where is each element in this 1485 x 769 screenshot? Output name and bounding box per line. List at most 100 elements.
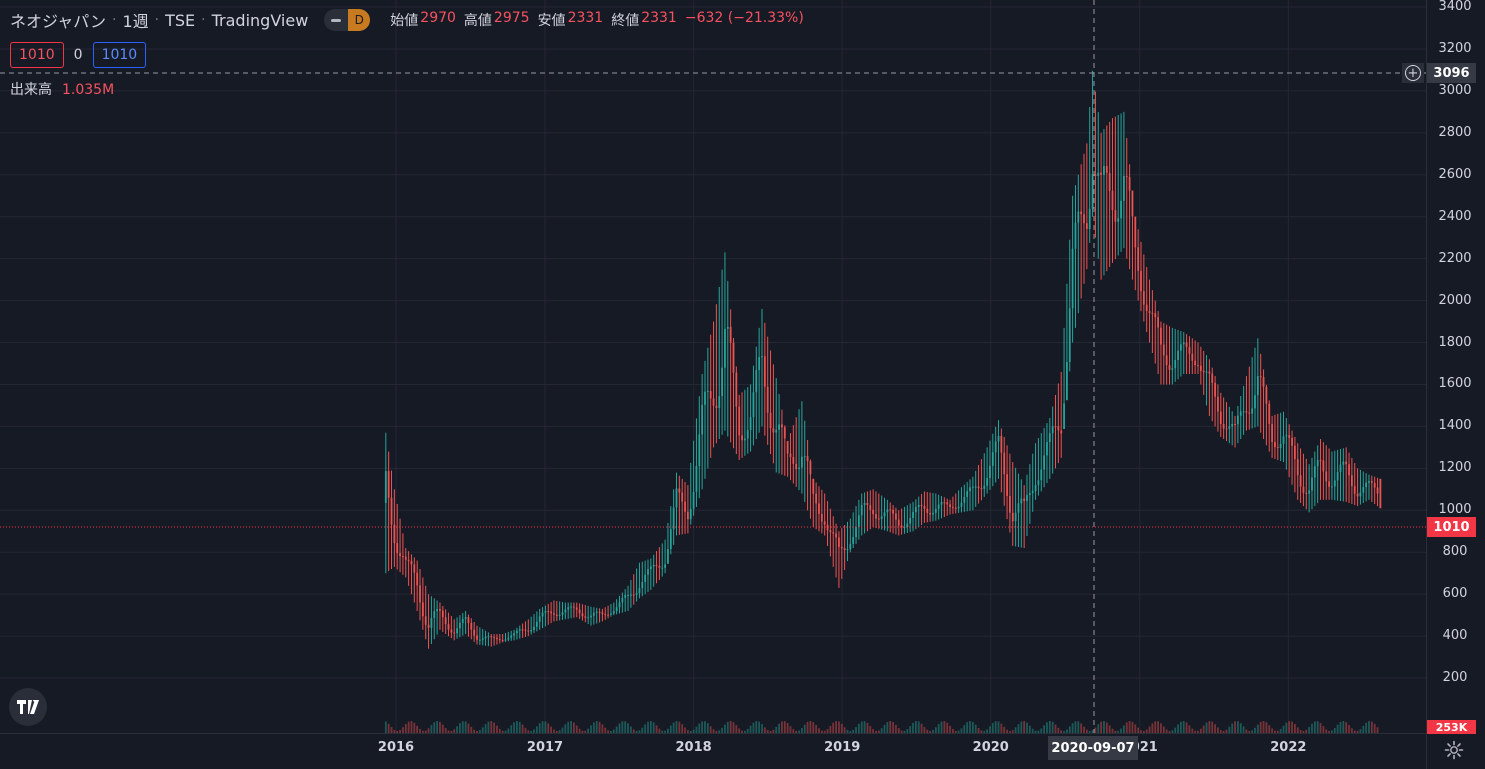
- symbol-name[interactable]: ネオジャパン: [10, 12, 107, 31]
- candle-body: [1103, 166, 1105, 175]
- volume-bar: [1179, 721, 1182, 733]
- candle-body: [610, 613, 612, 615]
- interval-label[interactable]: 1週: [122, 12, 149, 31]
- tradingview-logo-icon[interactable]: [9, 688, 47, 726]
- candle-body: [895, 513, 897, 520]
- volume-legend[interactable]: 出来高 1.035M: [10, 79, 114, 99]
- volume-bar: [1202, 725, 1205, 733]
- volume-bar: [726, 721, 729, 733]
- volume-bar: [390, 727, 393, 733]
- candle-body: [1051, 426, 1054, 434]
- volume-bar: [1020, 721, 1023, 733]
- price-axis-tick: 2800: [1438, 124, 1472, 140]
- volume-bar: [963, 725, 966, 733]
- candle-body: [627, 594, 629, 596]
- volume-bar: [598, 721, 601, 733]
- candle-body: [1345, 461, 1348, 465]
- candle-body: [490, 636, 493, 638]
- volume-bar: [487, 721, 490, 733]
- candle-body: [872, 509, 875, 515]
- candle-body: [1328, 481, 1330, 487]
- candle-body: [524, 629, 527, 631]
- candle-body: [573, 606, 575, 608]
- candle-body: [421, 602, 424, 617]
- candle-body: [803, 456, 806, 458]
- volume-bar: [966, 722, 969, 733]
- candle-body: [869, 505, 872, 510]
- volume-bar: [983, 730, 986, 733]
- candle-body: [932, 512, 934, 515]
- candle-body: [835, 533, 837, 538]
- candle-body: [752, 392, 755, 418]
- candle-body: [1379, 478, 1382, 509]
- candle-body: [638, 588, 641, 594]
- volume-bar: [456, 726, 458, 733]
- buy-price-button[interactable]: 1010: [92, 42, 147, 68]
- grid-lines: [0, 0, 1426, 733]
- volume-bar: [612, 729, 615, 733]
- candle-body: [897, 519, 900, 526]
- candle-body: [1140, 270, 1142, 292]
- price-axis-tick: 600: [1442, 586, 1468, 602]
- crosshair-add-button[interactable]: +: [1402, 63, 1424, 83]
- candle-body: [718, 396, 721, 409]
- volume-bar: [1279, 728, 1282, 733]
- volume-bar: [513, 722, 515, 733]
- volume-bar: [1356, 730, 1359, 733]
- candle-body: [1174, 359, 1177, 369]
- volume-bar: [419, 728, 421, 733]
- candle-body: [900, 525, 903, 528]
- candle-body: [823, 521, 826, 525]
- exchange-label: TSE: [165, 10, 196, 30]
- volume-bar: [1248, 730, 1251, 733]
- volume-bar: [991, 723, 994, 733]
- volume-bar: [943, 721, 946, 733]
- volume-bar: [533, 729, 535, 733]
- volume-bar: [518, 721, 521, 733]
- candle-body: [1177, 350, 1179, 360]
- volume-bar: [430, 725, 433, 733]
- volume-bar: [1219, 730, 1222, 733]
- volume-bar: [820, 730, 823, 733]
- candle-body: [1331, 486, 1333, 488]
- gear-icon[interactable]: [1444, 740, 1464, 760]
- volume-bar: [396, 730, 399, 733]
- candle-body: [1271, 423, 1273, 442]
- volume-bar: [1125, 722, 1128, 733]
- volume-bar: [1031, 728, 1034, 733]
- symbol-legend[interactable]: ネオジャパン · 1週 · TSE · TradingView D 始値 2970…: [10, 8, 812, 32]
- candle-body: [1142, 291, 1145, 305]
- candle-body: [1219, 411, 1222, 424]
- candle-body: [1217, 396, 1219, 412]
- market-status-pill[interactable]: D: [324, 9, 371, 31]
- volume-bar: [678, 721, 681, 733]
- volume-bar: [1342, 721, 1345, 733]
- volume-bar: [934, 727, 937, 733]
- price-axis-tick: 1200: [1438, 460, 1472, 476]
- candle-body: [592, 612, 595, 616]
- candle-body: [769, 412, 772, 429]
- candle-body: [1251, 408, 1254, 414]
- candle-body: [1350, 475, 1353, 487]
- volume-bar: [789, 726, 792, 733]
- volume-bar: [1182, 721, 1185, 733]
- volume-bar: [550, 726, 553, 733]
- candle-body: [450, 629, 453, 633]
- candle-body: [1020, 498, 1023, 504]
- volume-bar: [692, 729, 695, 733]
- volume-bar: [772, 729, 775, 733]
- volume-bar: [1328, 730, 1330, 733]
- candle-body: [1131, 190, 1134, 217]
- volume-bar: [470, 726, 473, 733]
- close-label: 終値: [611, 13, 640, 29]
- bid-ask-row: 1010 0 1010: [10, 42, 147, 68]
- candle-body: [1117, 218, 1120, 222]
- volume-bar: [530, 730, 533, 733]
- close-value: 2331: [641, 10, 677, 26]
- candle-body: [1362, 487, 1365, 493]
- minus-icon[interactable]: [324, 9, 348, 31]
- volume-bar: [604, 727, 607, 733]
- sell-price-button[interactable]: 1010: [10, 42, 64, 68]
- volume-bar: [1151, 723, 1154, 733]
